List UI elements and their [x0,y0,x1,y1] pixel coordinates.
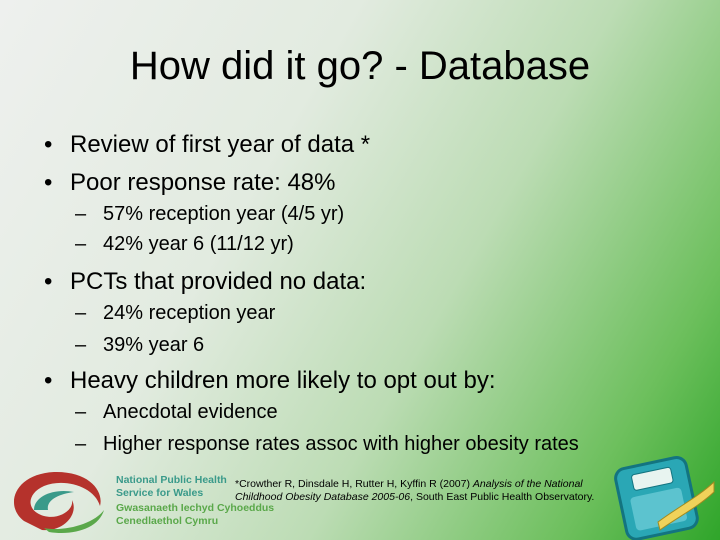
sub-bullet: Anecdotal evidence [75,401,278,424]
logo-text: Cenedlaethol Cymru [116,515,219,527]
bullet: Poor response rate: 48% [44,169,335,197]
sub-bullet: 39% year 6 [75,334,204,357]
sub-bullet: 57% reception year (4/5 yr) [75,203,344,226]
sub-bullet: Higher response rates assoc with higher … [75,433,579,456]
bullet: PCTs that provided no data: [44,268,366,296]
citation-title: Analysis of the National Childhood Obesi… [235,478,583,503]
slide-title: How did it go? - Database [129,44,591,88]
scale-icon [614,456,715,540]
sub-bullet: 24% reception year [75,302,275,325]
citation-text: , South East Public Health Observatory. [410,491,595,503]
logo-text: Service for Wales [116,487,204,499]
logo-text: National Public Health [116,474,227,486]
citation: *Crowther R, Dinsdale H, Rutter H, Kyffi… [235,478,595,504]
citation-text: *Crowther R, Dinsdale H, Rutter H, Kyffi… [235,478,473,490]
sub-bullet: 42% year 6 (11/12 yr) [75,233,294,256]
bullet: Heavy children more likely to opt out by… [44,367,496,395]
logo-swirl [14,471,104,534]
logo-text: Gwasanaeth Iechyd Cyhoeddus [116,502,275,514]
bullet: Review of first year of data * [44,131,370,159]
